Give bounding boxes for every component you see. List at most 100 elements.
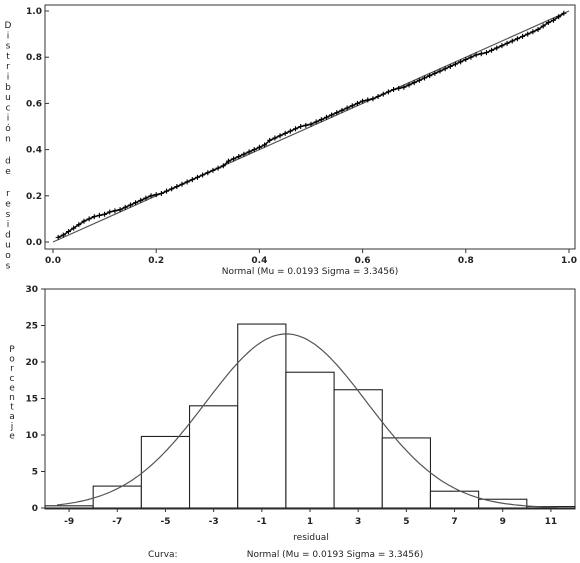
pp-point <box>499 43 505 49</box>
pp-point <box>385 89 391 95</box>
pp-point <box>122 204 128 210</box>
pp-point <box>391 87 397 93</box>
pp-point <box>540 23 546 29</box>
histogram-y-label-char: P <box>9 345 15 355</box>
pp-point <box>76 222 82 228</box>
pp-point <box>416 77 422 83</box>
pp-point <box>509 38 515 44</box>
histogram-y-label-char: r <box>10 364 14 374</box>
histogram-y-tick-label: 5 <box>32 468 38 478</box>
histogram-x-tick-label: -9 <box>64 517 74 527</box>
pp-point <box>468 54 474 60</box>
pp-point <box>282 130 288 136</box>
histogram-bar <box>44 505 94 509</box>
pp-point <box>323 114 329 120</box>
pp-point <box>55 234 61 240</box>
pp-point <box>514 36 520 42</box>
pp-x-tick-label: 0.8 <box>458 256 474 266</box>
pp-point <box>396 85 402 91</box>
pp-y-tick-label: 0.0 <box>26 238 42 248</box>
pp-y-label-char: o <box>5 251 11 261</box>
pp-x-axis-label: Normal (Mu = 0.0193 Sigma = 3.3456) <box>222 267 399 277</box>
pp-point <box>241 151 247 157</box>
pp-point <box>210 167 216 173</box>
pp-point <box>153 192 159 198</box>
pp-point <box>236 154 242 160</box>
pp-y-tick-label: 0.6 <box>26 99 42 109</box>
pp-point <box>520 33 526 39</box>
pp-point <box>71 225 77 231</box>
histogram-x-tick-label: -5 <box>160 517 170 527</box>
histogram-bar <box>285 371 335 509</box>
pp-point <box>551 17 557 23</box>
pp-x-ticks: 0.0 0.2 0.4 0.6 0.8 1.0 <box>45 249 577 266</box>
pp-point <box>267 137 273 143</box>
pp-point <box>81 218 87 224</box>
pp-point <box>463 57 469 63</box>
pp-point <box>308 121 314 127</box>
histogram-bar <box>188 405 239 509</box>
pp-y-label-char: s <box>6 210 11 220</box>
pp-point <box>91 214 97 220</box>
pp-point <box>86 216 92 222</box>
pp-point <box>318 117 324 123</box>
histogram-x-tick-label: 1 <box>307 517 313 527</box>
histogram-bar <box>381 437 432 509</box>
histogram-bar <box>429 490 480 509</box>
pp-y-label-char: i <box>7 31 10 41</box>
pp-point <box>437 68 443 74</box>
histogram-y-label-char: a <box>9 412 15 422</box>
pp-point <box>174 184 180 190</box>
pp-point <box>329 112 335 118</box>
histogram-bar <box>140 435 191 509</box>
pp-y-label-char: e <box>5 200 11 210</box>
pp-point <box>442 66 448 72</box>
pp-point <box>200 172 206 178</box>
histogram-x-ticks: -9 -7 -5 -3 -1 1 3 5 7 9 11 <box>64 508 557 527</box>
pp-y-label-char: s <box>6 42 11 52</box>
pp-point <box>344 105 350 111</box>
pp-point <box>561 10 567 16</box>
pp-point <box>370 96 376 102</box>
pp-point <box>96 212 102 218</box>
pp-point <box>483 50 489 56</box>
pp-y-ticks: 0.0 0.2 0.4 0.6 0.8 1.0 <box>26 7 49 248</box>
pp-point <box>545 20 551 26</box>
pp-y-label-char: t <box>6 52 10 62</box>
histogram-y-label-char: j <box>10 422 14 432</box>
pp-point <box>138 197 144 203</box>
pp-x-tick-label: 0.2 <box>148 256 164 266</box>
pp-y-label-char: c <box>6 103 11 113</box>
pp-point <box>427 73 433 79</box>
pp-point <box>287 128 293 134</box>
histogram-x-tick-label: 7 <box>451 517 457 527</box>
pp-point <box>112 208 118 214</box>
pp-y-tick-label: 0.2 <box>26 192 42 202</box>
pp-y-label-char: u <box>5 93 11 103</box>
pp-point <box>365 97 371 103</box>
histogram-x-tick-label: -3 <box>209 517 219 527</box>
pp-y-label-char: D <box>5 21 12 31</box>
pp-point <box>231 156 237 162</box>
histogram-x-tick-label: -7 <box>112 517 122 527</box>
histogram-bar <box>92 485 142 509</box>
histogram-y-tick-label: 25 <box>25 322 38 332</box>
pp-point <box>535 26 541 32</box>
pp-point <box>293 126 299 132</box>
histogram-y-tick-label: 30 <box>25 285 38 295</box>
pp-y-label-char: i <box>7 114 10 124</box>
histogram-x-tick-label: 3 <box>355 517 361 527</box>
pp-point <box>127 202 133 208</box>
pp-y-tick-label: 1.0 <box>26 7 42 17</box>
pp-point <box>406 82 412 88</box>
histogram-y-ticks: 0 5 10 15 20 25 30 <box>25 285 45 514</box>
histogram-y-tick-label: 10 <box>25 431 38 441</box>
pp-point <box>225 158 231 164</box>
pp-point <box>334 110 340 116</box>
pp-point <box>220 163 226 169</box>
pp-point <box>117 207 123 213</box>
pp-y-label-char: s <box>6 261 11 271</box>
pp-point <box>298 124 304 129</box>
histogram-y-label-char: n <box>9 393 15 403</box>
